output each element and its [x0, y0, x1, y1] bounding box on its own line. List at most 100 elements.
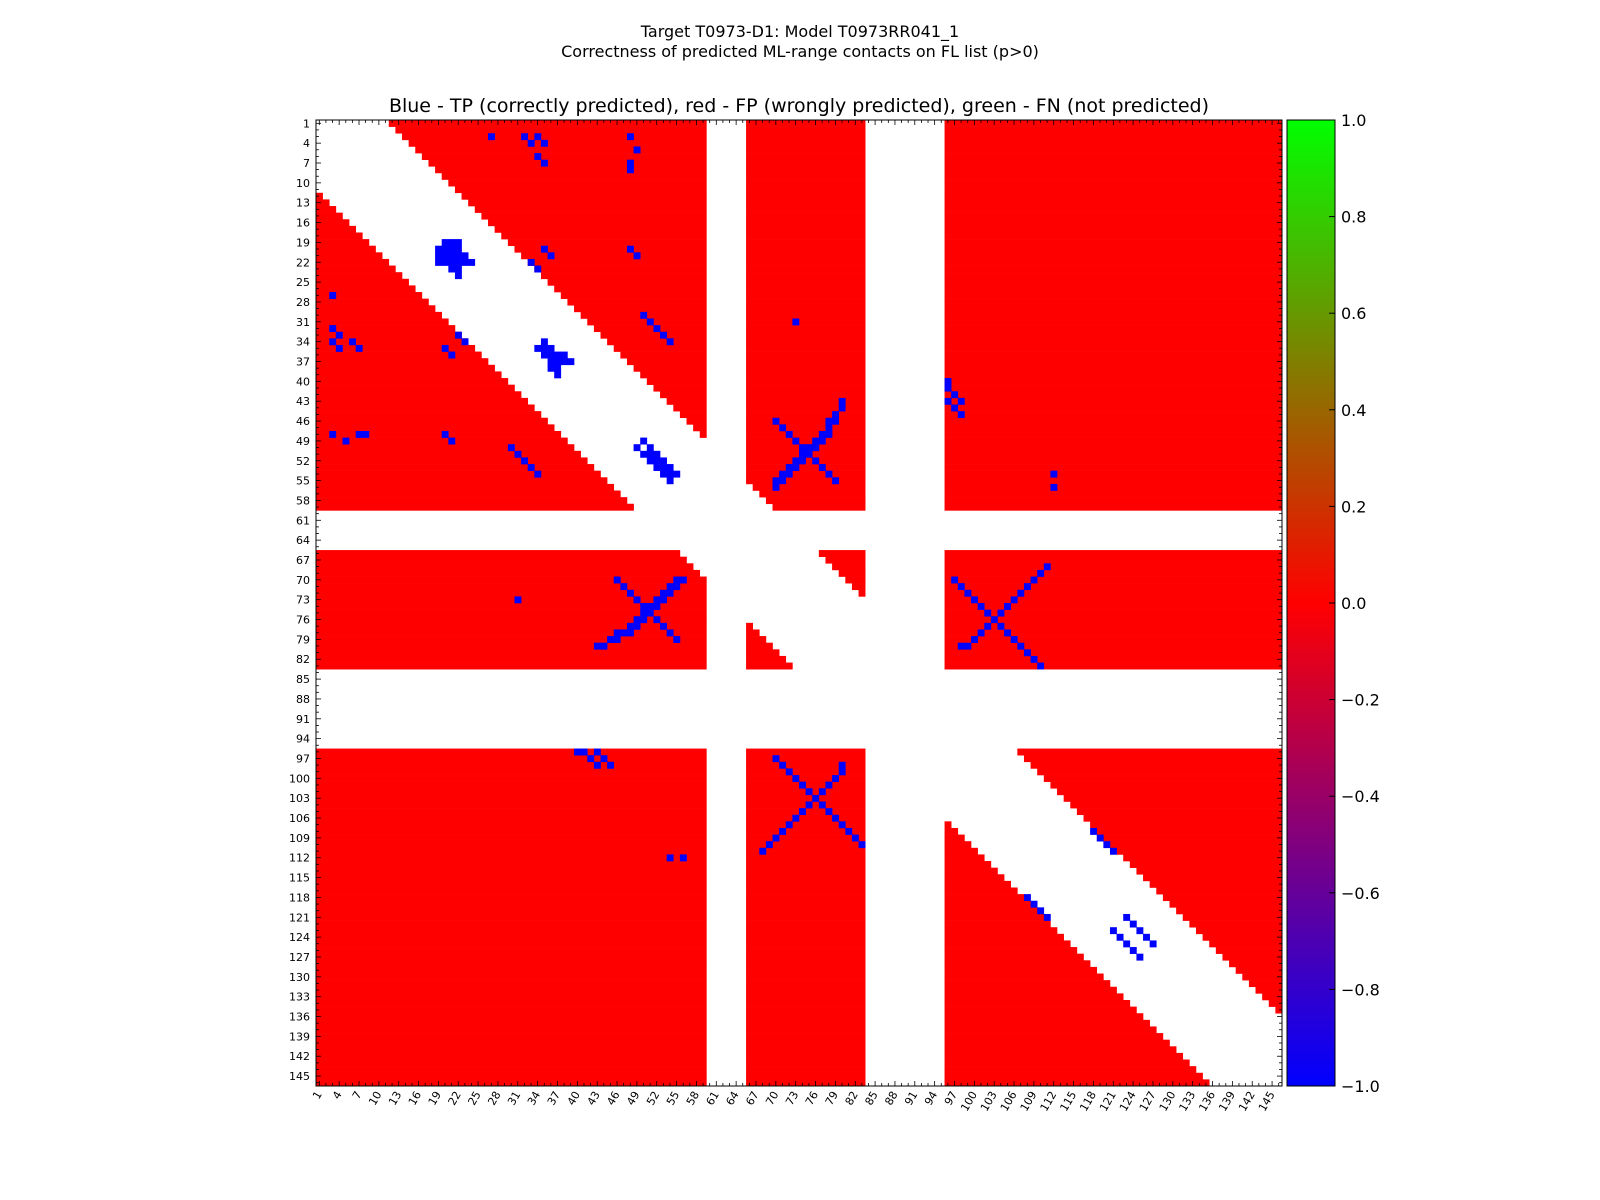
fp-cell-run — [316, 1033, 707, 1040]
fp-cell-run — [316, 318, 449, 326]
tp-cell — [600, 755, 608, 763]
x-tick-label: 79 — [823, 1089, 841, 1108]
tp-cell — [1096, 834, 1104, 842]
fp-cell-run — [316, 814, 707, 822]
tp-cell — [799, 808, 806, 816]
tp-cell — [832, 775, 839, 782]
fp-cell-run — [944, 318, 1283, 326]
tp-cell — [799, 450, 806, 458]
fp-cell-run — [944, 1052, 1184, 1060]
fp-cell-run — [746, 847, 866, 855]
fp-cell-run — [534, 265, 707, 273]
fp-cell-run — [944, 927, 1058, 935]
colorbar-tick-label: 0.0 — [1341, 594, 1366, 613]
fp-cell-run — [944, 847, 978, 855]
tp-cell — [646, 318, 654, 326]
tp-cell — [785, 768, 793, 776]
colorbar-tick-label: −0.6 — [1341, 884, 1380, 903]
fp-cell-run — [646, 378, 707, 385]
tp-cell — [547, 344, 555, 352]
fp-cell-run — [316, 827, 707, 835]
fp-cell-run — [746, 285, 866, 293]
fp-cell-run — [746, 325, 866, 333]
tp-cell — [633, 616, 641, 624]
fp-cell-run — [316, 351, 482, 359]
fp-cell-run — [944, 139, 1283, 147]
tp-cell — [825, 424, 833, 432]
tp-cell — [944, 384, 952, 392]
tp-cell — [818, 801, 826, 809]
fp-cell-run — [316, 292, 423, 299]
fp-cell-run — [1202, 933, 1283, 941]
fp-cell-run — [746, 311, 866, 319]
x-tick-label: 91 — [902, 1089, 920, 1108]
fp-cell-run — [316, 212, 343, 220]
fp-cell-run — [421, 153, 707, 160]
tp-cell — [1037, 569, 1045, 577]
fp-cell-run — [746, 1033, 866, 1040]
fp-cell-run — [944, 622, 1283, 630]
x-tick-label: 37 — [545, 1089, 563, 1108]
fp-cell-run — [759, 490, 866, 498]
x-tick-label: 82 — [843, 1089, 861, 1108]
fp-cell-run — [1116, 847, 1283, 855]
tp-cell — [653, 457, 661, 465]
fp-cell-run — [527, 258, 707, 266]
x-tick-label: 13 — [386, 1089, 404, 1108]
fp-cell-run — [746, 371, 866, 379]
fp-cell-run — [316, 874, 707, 882]
tp-cell — [600, 642, 608, 650]
tp-cell — [660, 457, 667, 465]
tp-cell — [653, 450, 661, 458]
tp-cell — [454, 258, 462, 266]
fp-cell-run — [858, 589, 866, 597]
tp-cell — [1143, 933, 1150, 941]
fp-cell-run — [402, 133, 707, 141]
fp-cell-run — [746, 960, 866, 968]
tp-cell — [593, 748, 601, 756]
x-tick-label: 49 — [624, 1089, 642, 1108]
fp-cell-run — [746, 827, 866, 835]
fp-cell-run — [316, 563, 694, 571]
fp-cell-run — [746, 166, 866, 174]
fp-cell-run — [746, 662, 793, 670]
fp-cell-run — [316, 1046, 707, 1054]
tp-cell — [514, 596, 522, 604]
fp-cell-run — [316, 993, 707, 1001]
fp-cell-run — [944, 206, 1283, 213]
fp-cell-run — [316, 411, 542, 419]
fp-cell-run — [1057, 788, 1283, 796]
fp-cell-run — [1195, 927, 1283, 935]
fp-cell-run — [746, 1013, 866, 1021]
tp-cell — [587, 755, 595, 763]
fp-cell-run — [316, 490, 621, 498]
tp-cell — [1030, 900, 1038, 908]
fp-cell-run — [316, 980, 707, 988]
y-tick-label: 145 — [289, 1070, 310, 1083]
tp-cell — [633, 146, 641, 154]
fp-cell-run — [746, 1079, 866, 1087]
colorbar — [1286, 119, 1336, 1087]
fp-cell-run — [746, 913, 866, 921]
y-tick-label: 19 — [296, 236, 310, 249]
x-tick-label: 16 — [406, 1089, 424, 1108]
fp-cell-run — [1143, 874, 1283, 882]
fp-cell-run — [746, 1059, 866, 1067]
fp-cell-run — [316, 391, 522, 399]
fp-cell-run — [316, 1072, 707, 1080]
fp-cell-run — [316, 404, 535, 412]
fp-cell-run — [316, 1066, 707, 1074]
fp-cell-run — [1017, 748, 1283, 756]
fp-cell-run — [316, 265, 396, 273]
fp-cell-run — [944, 364, 1283, 372]
tp-cell — [666, 477, 674, 485]
tp-cell — [633, 444, 641, 452]
fp-cell-run — [316, 464, 595, 471]
tp-cell — [1023, 649, 1031, 657]
fp-cell-run — [746, 629, 760, 637]
x-tick-label: 28 — [485, 1089, 503, 1108]
tp-cell — [832, 417, 839, 425]
fp-cell-run — [316, 894, 707, 902]
colorbar-tick-label: 1.0 — [1341, 111, 1366, 130]
fp-cell-run — [567, 298, 707, 306]
